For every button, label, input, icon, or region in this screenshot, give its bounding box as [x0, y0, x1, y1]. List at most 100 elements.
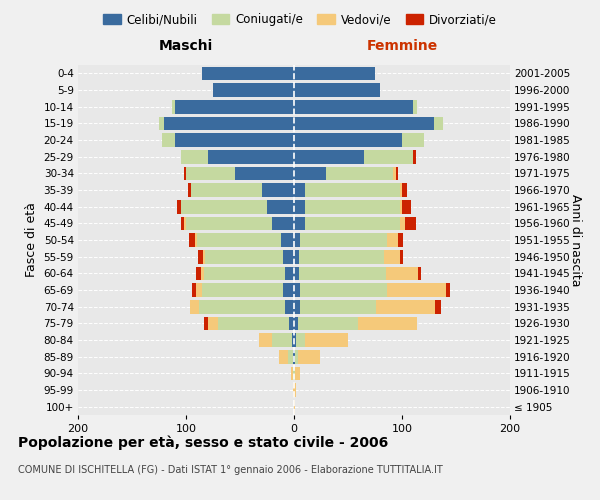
Bar — [299, 250, 383, 264]
Bar — [196, 266, 201, 280]
Bar — [387, 233, 398, 247]
Bar — [190, 300, 199, 314]
Bar — [301, 300, 376, 314]
Bar — [301, 283, 387, 297]
Bar — [436, 300, 441, 314]
Bar — [395, 166, 398, 180]
Bar — [295, 350, 298, 364]
Bar — [295, 366, 301, 380]
Bar — [184, 216, 186, 230]
Bar — [446, 283, 449, 297]
Text: COMUNE DI ISCHITELLA (FG) - Dati ISTAT 1° gennaio 2006 - Elaborazione TUTTITALIA: COMUNE DI ISCHITELLA (FG) - Dati ISTAT 1… — [18, 465, 443, 475]
Bar — [235, 166, 294, 180]
Bar — [294, 283, 301, 297]
Bar — [193, 283, 196, 297]
Bar — [376, 300, 436, 314]
Bar — [267, 200, 294, 213]
Bar — [203, 250, 205, 264]
Bar — [208, 316, 218, 330]
Bar — [197, 233, 281, 247]
Bar — [413, 100, 417, 114]
Bar — [218, 316, 289, 330]
Bar — [402, 133, 424, 147]
Bar — [298, 316, 358, 330]
Bar — [293, 383, 294, 397]
Bar — [299, 266, 386, 280]
Y-axis label: Fasce di età: Fasce di età — [25, 202, 38, 278]
Text: Femmine: Femmine — [367, 40, 437, 54]
Bar — [199, 300, 286, 314]
Bar — [272, 216, 294, 230]
Bar — [279, 350, 287, 364]
Bar — [294, 200, 305, 213]
Bar — [186, 166, 235, 180]
Bar — [305, 200, 400, 213]
Bar — [202, 66, 294, 80]
Bar — [286, 300, 294, 314]
Bar — [175, 100, 294, 114]
Bar — [293, 350, 294, 364]
Bar — [296, 333, 305, 347]
Bar — [294, 66, 375, 80]
Bar — [205, 250, 283, 264]
Bar — [196, 283, 202, 297]
Y-axis label: Anni di nascita: Anni di nascita — [569, 194, 582, 286]
Bar — [164, 116, 294, 130]
Bar — [301, 233, 387, 247]
Bar — [294, 250, 299, 264]
Bar — [294, 383, 296, 397]
Bar — [400, 200, 402, 213]
Bar — [159, 116, 164, 130]
Bar — [294, 233, 301, 247]
Bar — [294, 216, 305, 230]
Bar — [305, 333, 348, 347]
Bar — [402, 183, 407, 197]
Bar — [364, 150, 413, 164]
Bar — [402, 200, 410, 213]
Bar — [400, 183, 402, 197]
Legend: Celibi/Nubili, Coniugati/e, Vedovi/e, Divorziati/e: Celibi/Nubili, Coniugati/e, Vedovi/e, Di… — [98, 8, 502, 31]
Bar — [283, 283, 294, 297]
Bar — [294, 183, 305, 197]
Bar — [434, 116, 443, 130]
Bar — [208, 150, 294, 164]
Bar — [294, 400, 295, 413]
Bar — [294, 366, 295, 380]
Bar — [181, 200, 267, 213]
Bar — [181, 216, 184, 230]
Bar — [286, 266, 294, 280]
Bar — [162, 133, 175, 147]
Bar — [386, 266, 418, 280]
Bar — [298, 350, 320, 364]
Bar — [294, 316, 298, 330]
Bar — [398, 233, 403, 247]
Bar — [294, 116, 434, 130]
Bar — [202, 283, 283, 297]
Bar — [181, 150, 208, 164]
Bar — [289, 316, 294, 330]
Bar — [205, 266, 286, 280]
Text: Popolazione per età, sesso e stato civile - 2006: Popolazione per età, sesso e stato civil… — [18, 435, 388, 450]
Bar — [294, 300, 301, 314]
Bar — [294, 266, 299, 280]
Bar — [292, 333, 294, 347]
Bar — [188, 183, 191, 197]
Bar — [294, 350, 295, 364]
Bar — [194, 233, 197, 247]
Bar — [201, 266, 205, 280]
Bar — [400, 216, 405, 230]
Bar — [189, 233, 194, 247]
Bar — [281, 233, 294, 247]
Bar — [205, 316, 208, 330]
Bar — [294, 150, 364, 164]
Bar — [283, 250, 294, 264]
Bar — [294, 133, 402, 147]
Bar — [184, 166, 186, 180]
Bar — [294, 333, 296, 347]
Bar — [305, 183, 400, 197]
Bar — [213, 83, 294, 97]
Bar — [405, 216, 416, 230]
Bar — [186, 216, 272, 230]
Bar — [294, 83, 380, 97]
Bar — [262, 183, 294, 197]
